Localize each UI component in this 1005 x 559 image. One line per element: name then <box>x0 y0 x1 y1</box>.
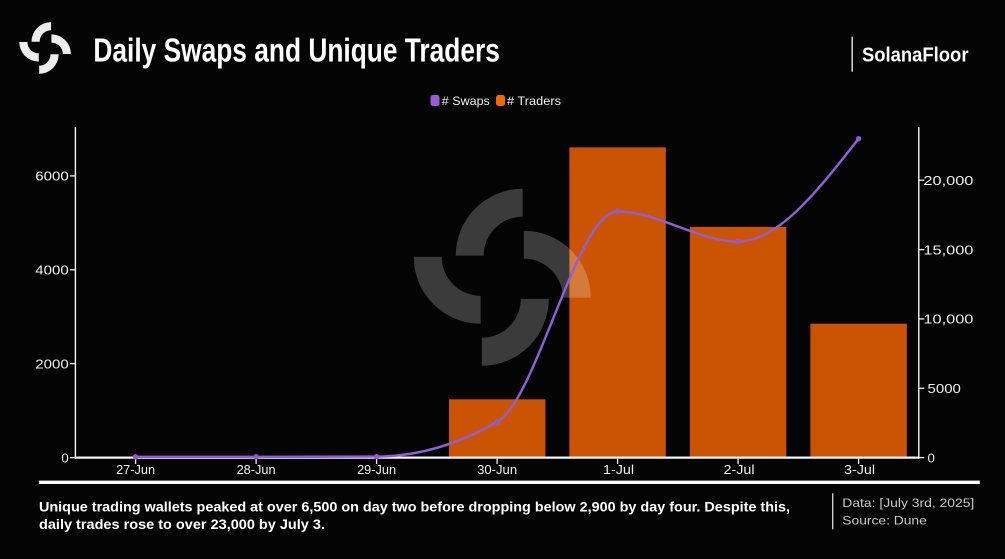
svg-text:# Swaps: # Swaps <box>442 94 490 108</box>
svg-text:SolanaFloor: SolanaFloor <box>862 44 969 67</box>
svg-text:10,000: 10,000 <box>923 312 973 327</box>
svg-text:Unique trading wallets peaked: Unique trading wallets peaked at over 6,… <box>39 500 790 515</box>
svg-text:20,000: 20,000 <box>923 173 973 188</box>
svg-text:Data: [July 3rd, 2025]: Data: [July 3rd, 2025] <box>842 496 974 510</box>
svg-text:27-Jun: 27-Jun <box>116 462 155 477</box>
svg-text:2000: 2000 <box>35 356 68 371</box>
svg-text:28-Jun: 28-Jun <box>237 462 276 477</box>
svg-text:4000: 4000 <box>35 263 68 278</box>
svg-text:30-Jun: 30-Jun <box>477 462 517 477</box>
svg-text:# Traders: # Traders <box>507 94 561 108</box>
svg-text:29-Jun: 29-Jun <box>357 462 396 477</box>
svg-text:0: 0 <box>61 450 68 465</box>
svg-text:5000: 5000 <box>928 381 961 396</box>
svg-text:Source: Dune: Source: Dune <box>842 514 927 528</box>
svg-text:15,000: 15,000 <box>923 242 973 257</box>
svg-text:daily trades rose to over 23,0: daily trades rose to over 23,000 by July… <box>39 517 325 532</box>
svg-text:1-Jul: 1-Jul <box>603 462 634 477</box>
svg-text:2-Jul: 2-Jul <box>724 462 755 477</box>
svg-text:3-Jul: 3-Jul <box>844 462 875 477</box>
svg-text:6000: 6000 <box>35 169 68 184</box>
svg-text:0: 0 <box>928 450 935 465</box>
svg-text:Daily Swaps and Unique Traders: Daily Swaps and Unique Traders <box>93 32 500 69</box>
